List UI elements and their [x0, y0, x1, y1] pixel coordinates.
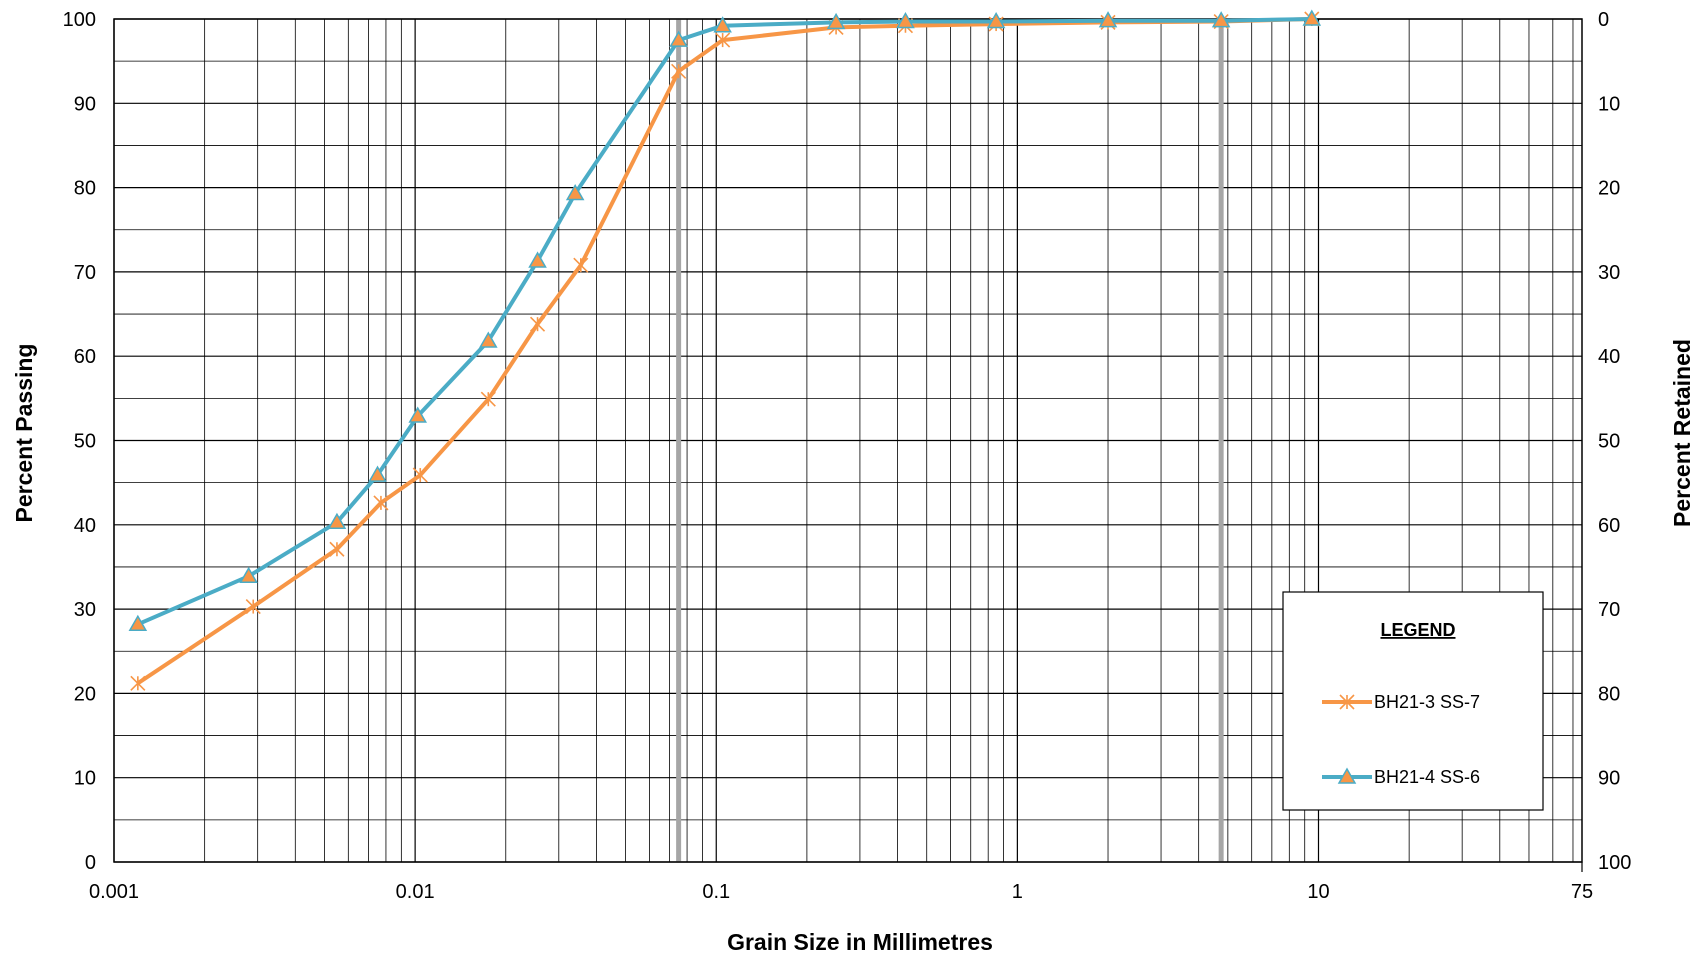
y2-tick-label: 20	[1598, 178, 1620, 200]
legend-title: LEGEND	[1380, 620, 1455, 640]
y2-tick-label: 60	[1598, 515, 1620, 537]
data-point	[368, 465, 387, 482]
data-point	[669, 30, 688, 47]
data-point	[329, 541, 345, 557]
data-point	[1098, 11, 1118, 28]
y2-tick-label: 90	[1598, 768, 1620, 790]
reference-lines	[676, 19, 1224, 862]
y-tick-label: 100	[63, 9, 96, 31]
data-point	[986, 12, 1006, 29]
legend-label: BH21-4 SS-6	[1374, 767, 1480, 787]
data-point	[826, 12, 846, 30]
y2-tick-label: 40	[1598, 346, 1620, 368]
x-axis-title: Grain Size in Millimetres	[727, 929, 993, 955]
y2-tick-label: 0	[1598, 9, 1609, 31]
data-point	[715, 32, 731, 48]
series-1	[128, 9, 1322, 632]
y-tick-label: 60	[74, 346, 96, 368]
y2-tick-label: 30	[1598, 262, 1620, 284]
data-point	[408, 406, 428, 423]
data-point	[412, 467, 428, 483]
data-point	[327, 512, 347, 530]
y2-tick-label: 70	[1598, 599, 1620, 621]
legend-entry: BH21-3 SS-7	[1322, 692, 1480, 712]
x-tick-label: 0.001	[89, 881, 139, 903]
data-point	[565, 183, 585, 201]
y2-tick-label: 80	[1598, 683, 1620, 705]
y-tick-label: 10	[74, 768, 96, 790]
data-point	[373, 495, 389, 511]
x-tick-label: 0.1	[702, 881, 730, 903]
data-point	[239, 566, 258, 583]
y-tick-label: 0	[85, 852, 96, 874]
data-point	[1337, 767, 1357, 784]
data-point	[528, 251, 547, 268]
series-line	[137, 17, 1312, 627]
series-0	[130, 11, 1320, 691]
legend-entry: BH21-4 SS-6	[1322, 767, 1480, 787]
data-point	[896, 12, 915, 29]
legend: LEGEND BH21-3 SS-7 BH21-4 SS-6	[1282, 591, 1544, 811]
y-axis-title: Percent Passing	[11, 344, 37, 523]
x-tick-label: 10	[1307, 881, 1329, 903]
data-point	[480, 391, 496, 407]
data-point	[671, 63, 687, 79]
y-tick-label: 30	[74, 599, 96, 621]
data-point	[245, 599, 261, 615]
y-tick-label: 80	[74, 178, 96, 200]
y-tick-label: 20	[74, 683, 96, 705]
y-tick-label: 90	[74, 93, 96, 115]
data-series	[128, 9, 1322, 691]
data-point	[1302, 9, 1322, 26]
y-tick-label: 70	[74, 262, 96, 284]
plot-area	[113, 18, 1583, 863]
x-tick-label: 1	[1012, 881, 1023, 903]
legend-entries: BH21-3 SS-7 BH21-4 SS-6	[1322, 692, 1480, 787]
data-point	[130, 675, 146, 691]
y-tick-label: 50	[74, 431, 96, 453]
data-point	[1339, 694, 1355, 710]
data-point	[713, 16, 732, 33]
y2-tick-label: 100	[1598, 852, 1631, 874]
data-point	[1211, 11, 1231, 28]
y2-tick-label: 50	[1598, 431, 1620, 453]
axis-ticks: 0.001 0.01 0.1 1 10 7501020304050607080901001…	[63, 9, 1632, 903]
data-point	[573, 257, 589, 273]
legend-label: BH21-3 SS-7	[1374, 692, 1480, 712]
data-point	[479, 331, 498, 348]
data-point	[128, 614, 148, 632]
x-tick-label: 75	[1571, 881, 1593, 903]
y-tick-label: 40	[74, 515, 96, 537]
series-line	[136, 17, 1312, 685]
y2-axis-title: Percent Retained	[1669, 339, 1695, 527]
x-tick-label: 0.01	[396, 881, 435, 903]
y2-tick-label: 10	[1598, 93, 1620, 115]
data-point	[529, 316, 546, 332]
